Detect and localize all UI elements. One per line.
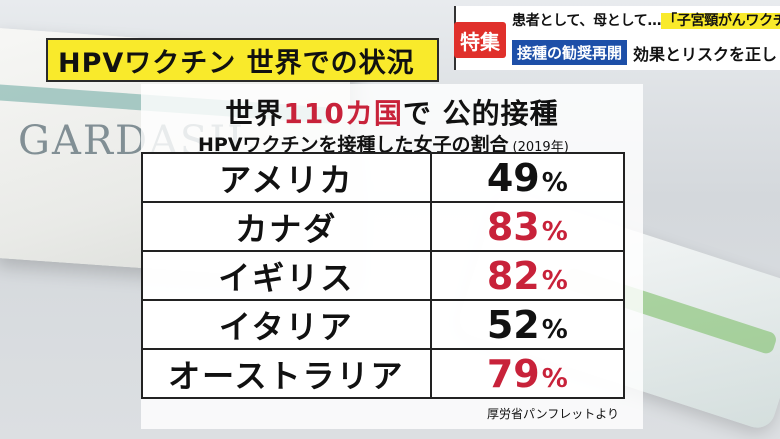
- rate-unit: %: [541, 265, 568, 296]
- banner-subline: 接種の勧奨再開 効果とリスクを正しく: [512, 40, 780, 65]
- feature-tag: 特集: [454, 22, 506, 58]
- rate-cell: 52%: [429, 299, 626, 350]
- table-row: イタリア 52%: [141, 299, 626, 350]
- banner-subline-text: 効果とリスクを正しく: [633, 44, 780, 64]
- table-row: カナダ 83%: [141, 201, 626, 252]
- rate-cell: 82%: [429, 250, 626, 301]
- table-row: アメリカ 49%: [141, 152, 626, 203]
- rate-unit: %: [541, 314, 568, 345]
- country-name: アメリカ: [141, 152, 432, 203]
- panel-subheading: HPVワクチンを接種した女子の割合 (2019年): [198, 130, 569, 157]
- heading-suffix: で 公的接種: [402, 97, 559, 130]
- table-row: イギリス 82%: [141, 250, 626, 301]
- banner-headline-prefix: 患者として、母として…: [512, 13, 662, 29]
- country-name: イタリア: [141, 299, 432, 350]
- rate-unit: %: [541, 216, 568, 247]
- subheading-text: HPVワクチンを接種した女子の割合: [198, 134, 509, 156]
- source-note: 厚労省パンフレットより: [487, 407, 620, 421]
- heading-prefix: 世界: [225, 97, 284, 130]
- table-row: オーストラリア 79%: [141, 348, 626, 399]
- banner-headline-highlight: 「子宮頸がんワクチンを」: [661, 13, 780, 29]
- rate-cell: 83%: [429, 201, 626, 252]
- page-title: HPVワクチン 世界での状況: [46, 38, 439, 82]
- vaccination-rate-table: アメリカ 49% カナダ 83% イギリス 82% イタリア 52% オーストラリア 79%: [141, 152, 626, 399]
- rate-cell: 79%: [429, 348, 626, 399]
- country-name: カナダ: [141, 201, 432, 252]
- rate-value: 49: [486, 155, 540, 200]
- country-name: イギリス: [141, 250, 432, 301]
- rate-value: 79: [486, 351, 540, 396]
- rate-cell: 49%: [429, 152, 626, 203]
- rate-unit: %: [541, 167, 568, 198]
- rate-value: 82: [486, 253, 540, 298]
- country-name: オーストラリア: [141, 348, 432, 399]
- heading-count: 110カ国: [283, 97, 403, 130]
- banner-subline-tag: 接種の勧奨再開: [512, 40, 628, 65]
- rate-value: 52: [486, 302, 540, 347]
- rate-value: 83: [486, 204, 540, 249]
- banner-headline: 患者として、母として…「子宮頸がんワクチンを」: [512, 10, 780, 30]
- subheading-year: (2019年): [512, 140, 569, 155]
- rate-unit: %: [541, 363, 568, 394]
- panel-heading: 世界110カ国で 公的接種: [141, 92, 643, 132]
